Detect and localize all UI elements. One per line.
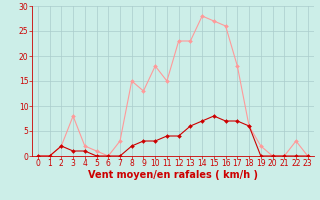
X-axis label: Vent moyen/en rafales ( km/h ): Vent moyen/en rafales ( km/h ) [88,170,258,180]
